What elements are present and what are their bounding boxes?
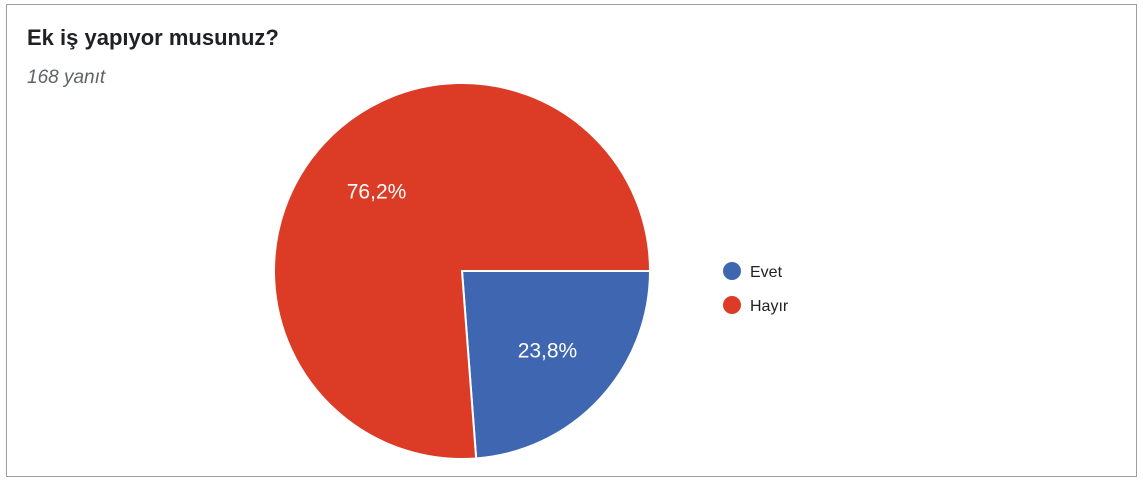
legend-marker bbox=[723, 296, 741, 314]
legend-marker bbox=[723, 262, 741, 280]
legend-label: Hayır bbox=[750, 298, 789, 315]
response-summary-card: Ek iş yapıyor musunuz? 168 yanıt 23,8% 76… bbox=[6, 4, 1137, 477]
pie-slice-evet[interactable] bbox=[460, 270, 652, 460]
response-count: 168 yanıt bbox=[27, 67, 106, 88]
chart-legend: Evet Hayır bbox=[723, 262, 789, 315]
legend-label: Evet bbox=[750, 264, 783, 281]
pie-chart: 23,8% 76,2% Evet Hayır bbox=[273, 82, 789, 460]
pie-slice-hay-r[interactable] bbox=[273, 82, 652, 460]
pie-slices bbox=[273, 82, 652, 460]
pie-slice-label: 76,2% bbox=[347, 181, 407, 204]
pie-slice-labels: 23,8% 76,2% bbox=[347, 181, 577, 363]
pie-slice-label: 23,8% bbox=[518, 339, 578, 362]
question-title: Ek iş yapıyor musunuz? bbox=[27, 25, 279, 50]
